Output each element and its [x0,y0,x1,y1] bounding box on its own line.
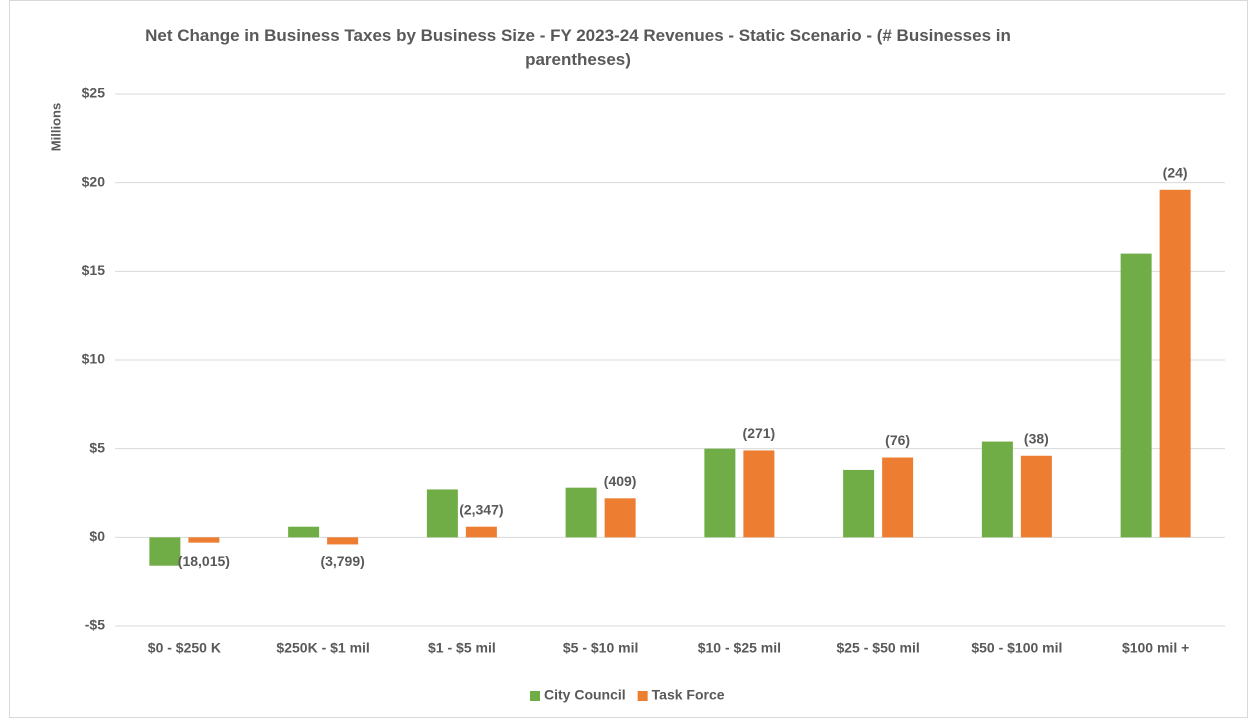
bar [981,441,1013,538]
x-tick-label: $100 mil + [1122,640,1189,656]
annotation: (24) [1163,164,1188,180]
x-tick-label: $0 - $250 K [148,640,221,656]
annotation: (76) [885,432,910,448]
y-tick-label: $20 [82,173,106,189]
bar [743,450,775,538]
bar [288,526,320,538]
legend-label: Task Force [652,687,725,703]
y-tick-label: $25 [82,85,106,101]
x-tick-label: $5 - $10 mil [563,640,639,656]
bar [1020,455,1052,538]
x-tick-label: $50 - $100 mil [971,640,1062,656]
annotation: (18,015) [178,553,230,569]
chart-title: Net Change in Business Taxes by Business… [145,26,1011,69]
x-tick-label: $250K - $1 mil [276,640,369,656]
bar [188,537,220,543]
annotation: (271) [743,425,776,441]
legend-swatch [530,691,540,701]
annotation: (409) [604,473,637,489]
annotation: (3,799) [320,553,364,569]
bar [1159,189,1191,538]
legend-swatch [637,691,648,701]
y-tick-label: $5 [89,439,105,455]
bar [882,457,914,538]
bar [465,526,497,538]
bar [565,487,597,538]
x-tick-label: $25 - $50 mil [836,640,919,656]
bar [604,498,636,538]
chart-frame [9,0,1248,718]
x-tick-label: $10 - $25 mil [698,640,781,656]
x-tick-label: $1 - $5 mil [428,640,496,656]
bar [1120,253,1152,538]
y-tick-label: $15 [82,262,106,278]
bar [704,448,736,538]
y-axis-label: Millions [48,103,63,151]
annotation: (38) [1024,430,1049,446]
y-tick-label: $0 [89,528,105,544]
bar [149,537,181,566]
bar [843,469,875,538]
bar [327,537,359,545]
annotation: (2,347) [459,501,503,517]
y-tick-label: -$5 [85,617,105,633]
legend-label: City Council [544,687,626,703]
y-tick-label: $10 [82,351,106,367]
bar [426,489,458,538]
